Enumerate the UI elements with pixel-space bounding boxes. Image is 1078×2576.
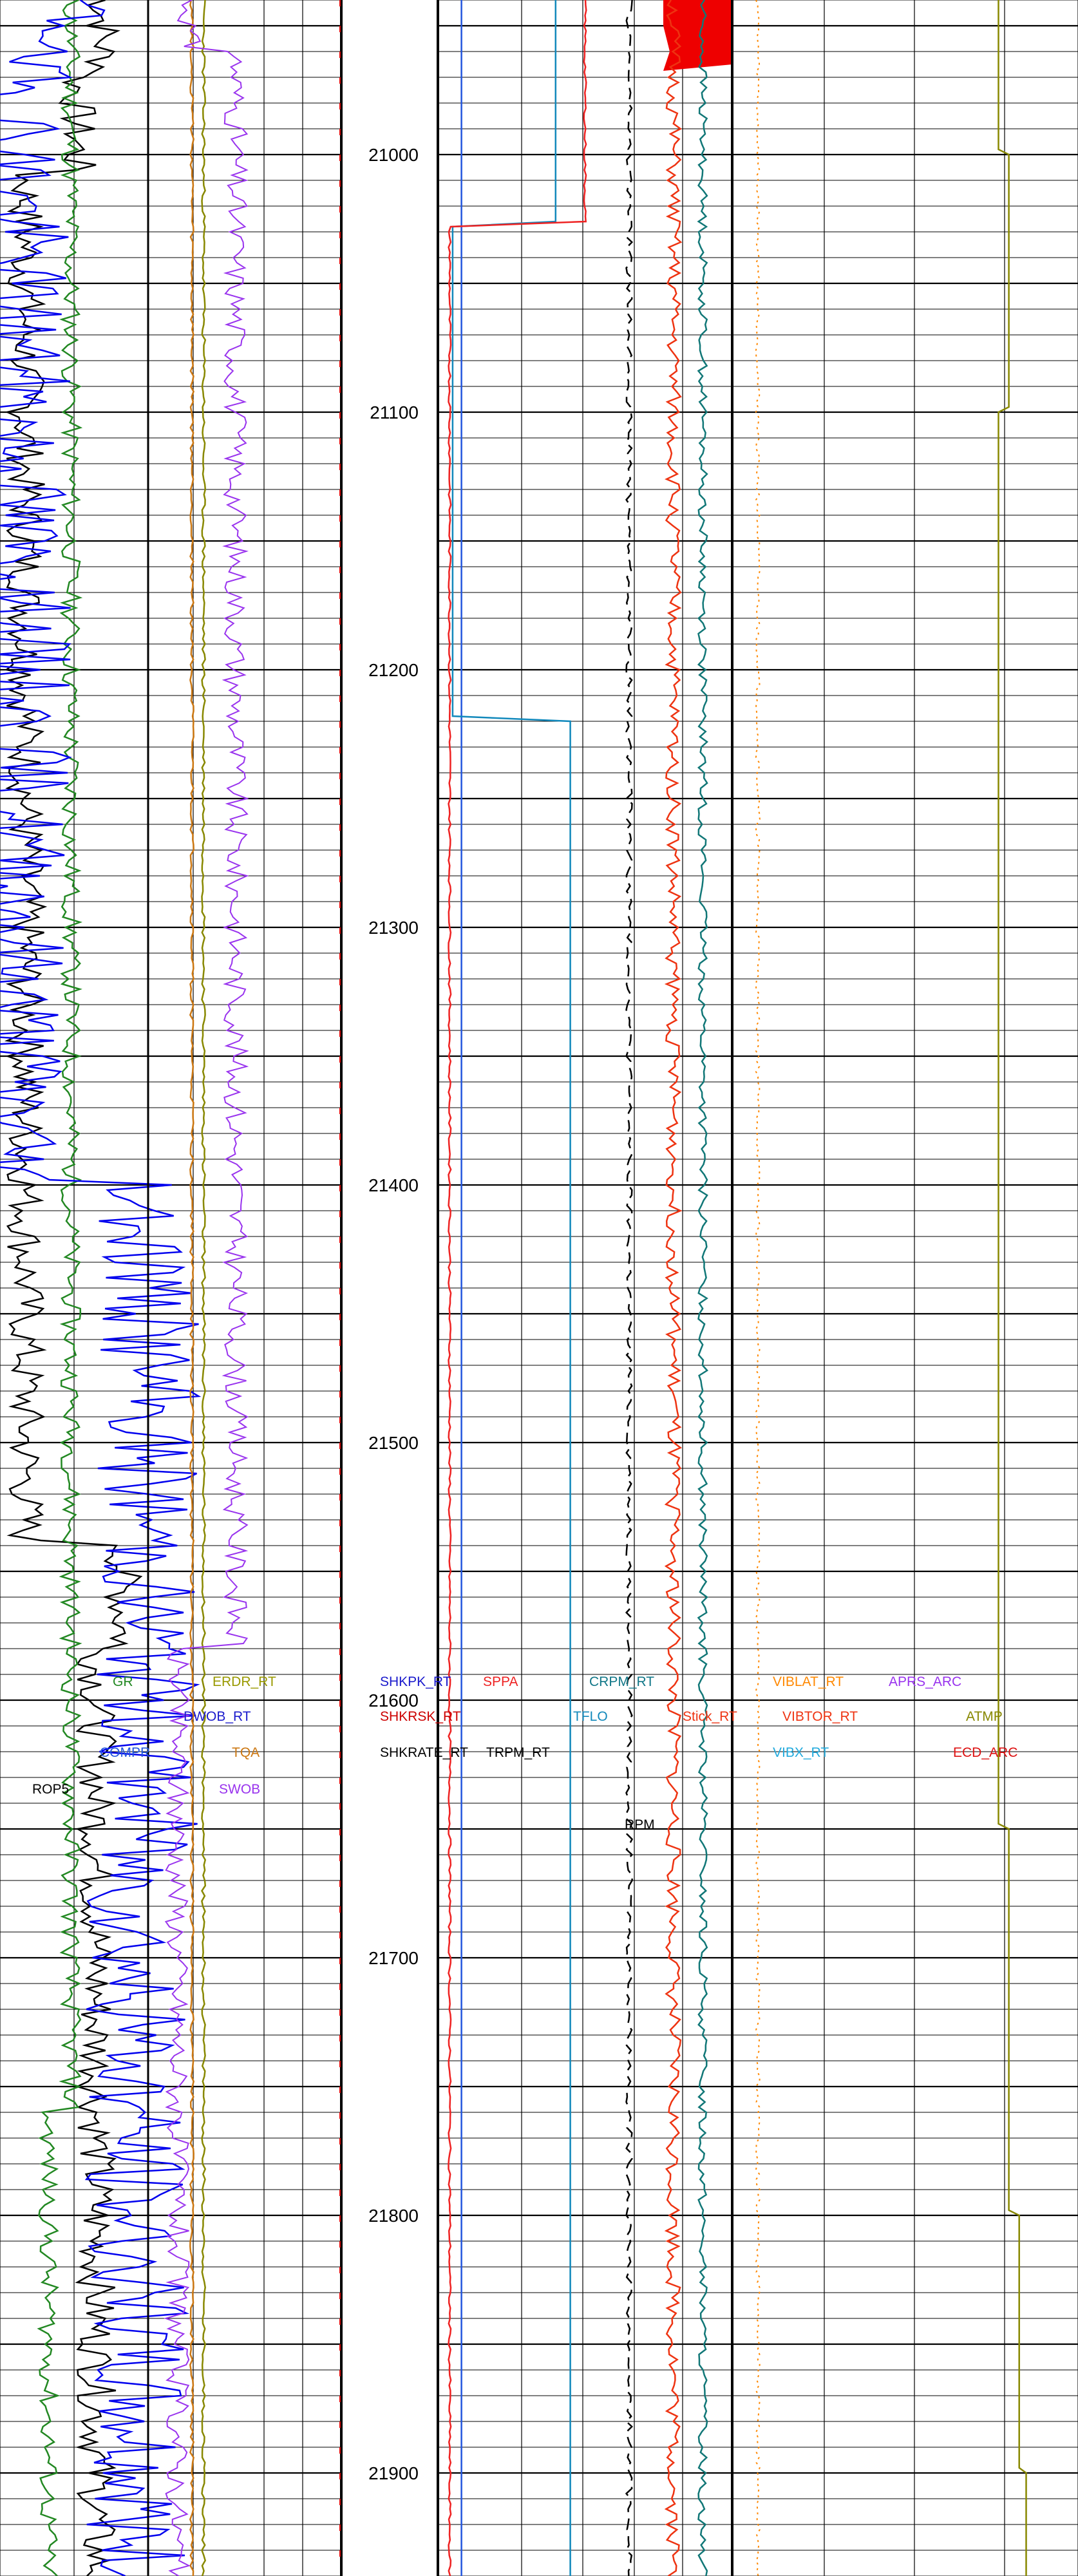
curve-VIBLAT_RT	[755, 0, 761, 2576]
curve-SPPA	[448, 0, 587, 2576]
depth-label-8: 21800	[368, 2206, 419, 2226]
depth-label-3: 21300	[368, 918, 419, 938]
label-TFLO: TFLO	[573, 1709, 608, 1724]
label-ECD_ARC: ECD_ARC	[953, 1745, 1017, 1760]
shade-fill	[663, 0, 732, 71]
track-borders	[147, 0, 733, 2576]
curve-labels-layer: ROP5 COMPR DWOB_RT SWOB TQA ERDR_RT GR SHKPK_RT…	[32, 1674, 1017, 1832]
label-SPPA: SPPA	[483, 1674, 518, 1689]
depth-label-2: 21200	[368, 660, 419, 680]
depth-label-5: 21500	[368, 1433, 419, 1453]
label-DWOB_RT: DWOB_RT	[184, 1709, 251, 1724]
label-RPM: RPM	[625, 1817, 655, 1832]
label-SWOB: SWOB	[219, 1782, 260, 1797]
curve-Stick_RT	[664, 0, 683, 2576]
curve-TFLO	[451, 0, 571, 2576]
label-ATMP: ATMP	[966, 1709, 1003, 1724]
curve-SWOB	[164, 0, 249, 2576]
fill-layer	[663, 0, 732, 71]
curve-TRPM_RT	[625, 0, 634, 2576]
label-GR: GR	[113, 1674, 133, 1689]
curve-ERDR_RT	[201, 0, 207, 2576]
label-VIBX_RT: VIBX_RT	[773, 1745, 829, 1760]
label-APRS_ARC: APRS_ARC	[889, 1674, 961, 1689]
label-ERDR_RT: ERDR_RT	[213, 1674, 276, 1689]
curve-ROP5	[4, 0, 143, 2576]
curve-GR	[37, 0, 83, 2576]
label-VIBLAT_RT: VIBLAT_RT	[773, 1674, 844, 1689]
label-Stick_RT: Stick_RT	[683, 1709, 737, 1724]
curve-CRPM_RT	[697, 0, 709, 2576]
depth-label-6: 21600	[368, 1690, 419, 1710]
label-TQA: TQA	[232, 1745, 260, 1760]
depth-label-7: 21700	[368, 1948, 419, 1968]
depth-label-4: 21400	[368, 1175, 419, 1195]
curve-ATMP	[998, 0, 1027, 2576]
label-CRPM_RT: CRPM_RT	[589, 1674, 654, 1689]
depth-label-1: 21100	[370, 402, 419, 422]
label-SHKRSK_RT: SHKRSK_RT	[380, 1709, 461, 1724]
curve-TQA	[189, 0, 195, 2576]
label-ROP5: ROP5	[32, 1782, 69, 1797]
depth-label-0: 21000	[368, 145, 419, 165]
depth-label-9: 21900	[368, 2463, 419, 2483]
label-SHKRATE_RT: SHKRATE_RT	[380, 1745, 468, 1760]
label-COMPR: COMPR	[100, 1745, 150, 1760]
curve-COMPR	[0, 0, 202, 2576]
label-VIBTOR_RT: VIBTOR_RT	[782, 1709, 858, 1724]
label-TRPM_RT: TRPM_RT	[486, 1745, 550, 1760]
label-SHKPK_RT: SHKPK_RT	[380, 1674, 451, 1689]
depth-labels: 21000 21100 21200 21300 21400 21500 21600 21700…	[368, 145, 419, 2483]
